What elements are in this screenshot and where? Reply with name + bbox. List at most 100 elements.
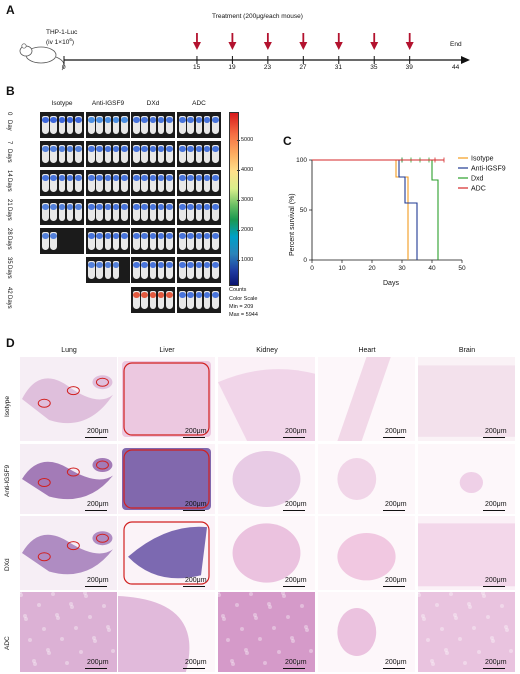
signal-spot bbox=[195, 204, 203, 210]
timeline-day-label: 39 bbox=[405, 64, 413, 71]
timepoint-unit: Days bbox=[6, 178, 12, 192]
mouse-image bbox=[195, 232, 203, 250]
colorbar-counts: Counts bbox=[229, 287, 247, 293]
mouse-image bbox=[88, 261, 95, 279]
signal-spot bbox=[75, 146, 82, 152]
signal-spot bbox=[157, 146, 165, 152]
signal-spot bbox=[104, 146, 112, 152]
timepoint-number: 28 bbox=[6, 228, 12, 235]
signal-spot bbox=[112, 146, 120, 152]
mouse-image bbox=[112, 145, 120, 163]
tissue-section bbox=[337, 458, 377, 500]
signal-spot bbox=[187, 262, 194, 268]
tissue-section bbox=[22, 375, 113, 424]
scale-bar-label: 200μm bbox=[485, 659, 507, 666]
histology-image: 200μm bbox=[20, 444, 117, 514]
tissue-section bbox=[418, 592, 515, 672]
mouse-image bbox=[195, 145, 203, 163]
tissue-section bbox=[218, 369, 315, 441]
timeline-arrowhead bbox=[461, 56, 470, 64]
signal-spot bbox=[104, 175, 112, 181]
mouse-image bbox=[157, 116, 165, 134]
tissue-section bbox=[22, 531, 113, 575]
colorbar-tick bbox=[237, 140, 240, 141]
timeline-day-label: 31 bbox=[334, 64, 342, 71]
signal-spot bbox=[203, 292, 211, 298]
signal-spot bbox=[133, 117, 140, 123]
panel-label-c: C bbox=[283, 134, 292, 148]
scale-bar bbox=[483, 437, 505, 439]
mouse-image bbox=[66, 174, 74, 192]
signal-spot bbox=[187, 175, 194, 181]
signal-spot bbox=[42, 204, 49, 210]
mouse-image bbox=[88, 145, 95, 163]
mouse-image bbox=[203, 145, 211, 163]
signal-spot bbox=[149, 262, 157, 268]
signal-spot bbox=[88, 204, 95, 210]
signal-spot bbox=[203, 146, 211, 152]
legend-label: Anti-IGSF9 bbox=[471, 166, 506, 173]
signal-spot bbox=[157, 204, 165, 210]
timepoint-number: 0 bbox=[6, 112, 12, 116]
signal-spot bbox=[88, 146, 95, 152]
mouse-image bbox=[203, 261, 211, 279]
mouse-image bbox=[141, 116, 148, 134]
scale-bar bbox=[383, 586, 405, 588]
scale-bar bbox=[383, 437, 405, 439]
mouse-image bbox=[203, 116, 211, 134]
colorbar-tick bbox=[237, 260, 240, 261]
signal-spot bbox=[88, 117, 95, 123]
histology-image: 200μm bbox=[318, 444, 415, 514]
mouse-image bbox=[88, 116, 95, 134]
signal-spot bbox=[104, 262, 112, 268]
mouse-image bbox=[212, 145, 219, 163]
signal-spot bbox=[203, 117, 211, 123]
signal-spot bbox=[121, 233, 128, 239]
signal-spot bbox=[133, 146, 140, 152]
signal-spot bbox=[149, 175, 157, 181]
signal-spot bbox=[141, 233, 148, 239]
signal-spot bbox=[179, 262, 186, 268]
mouse-image bbox=[195, 116, 203, 134]
mouse-image bbox=[187, 291, 194, 309]
scale-bar bbox=[483, 668, 505, 670]
imaging-tile bbox=[131, 112, 175, 138]
signal-spot bbox=[166, 204, 173, 210]
scale-bar-label: 200μm bbox=[87, 577, 109, 584]
mouse-image bbox=[121, 203, 128, 221]
mouse-image bbox=[187, 145, 194, 163]
histology-image: 200μm bbox=[318, 357, 415, 441]
mouse-image bbox=[88, 174, 95, 192]
survival-chart: Percent survival (%) Days 0 10 20 30 40 50 0 50… bbox=[289, 156, 506, 288]
signal-spot bbox=[133, 175, 140, 181]
tissue-section bbox=[232, 451, 301, 507]
tissue-section bbox=[337, 533, 396, 581]
mouse-image bbox=[187, 261, 194, 279]
treatment-label: Treatment (200μg/each mouse) bbox=[212, 13, 303, 20]
signal-spot bbox=[66, 146, 74, 152]
mouse-image bbox=[104, 116, 112, 134]
signal-spot bbox=[42, 117, 49, 123]
mouse-image bbox=[212, 261, 219, 279]
imaging-tile bbox=[131, 141, 175, 167]
signal-spot bbox=[179, 292, 186, 298]
legend-label: Isotype bbox=[471, 156, 494, 163]
scale-bar-label: 200μm bbox=[285, 501, 307, 508]
signal-spot bbox=[166, 175, 173, 181]
mouse-image bbox=[75, 174, 82, 192]
imaging-tile bbox=[131, 287, 175, 313]
scale-bar bbox=[183, 437, 205, 439]
signal-spot bbox=[58, 204, 66, 210]
signal-spot bbox=[195, 146, 203, 152]
tissue-section bbox=[232, 523, 301, 583]
signal-spot bbox=[58, 146, 66, 152]
mouse-image bbox=[104, 203, 112, 221]
mouse-image bbox=[96, 261, 103, 279]
mouse-image bbox=[96, 116, 103, 134]
scale-bar-label: 200μm bbox=[185, 659, 207, 666]
timeline-day-label: 27 bbox=[299, 64, 307, 71]
timepoint-unit: Days bbox=[6, 207, 12, 221]
signal-spot bbox=[157, 117, 165, 123]
scale-bar-label: 200μm bbox=[485, 501, 507, 508]
signal-spot bbox=[96, 117, 103, 123]
